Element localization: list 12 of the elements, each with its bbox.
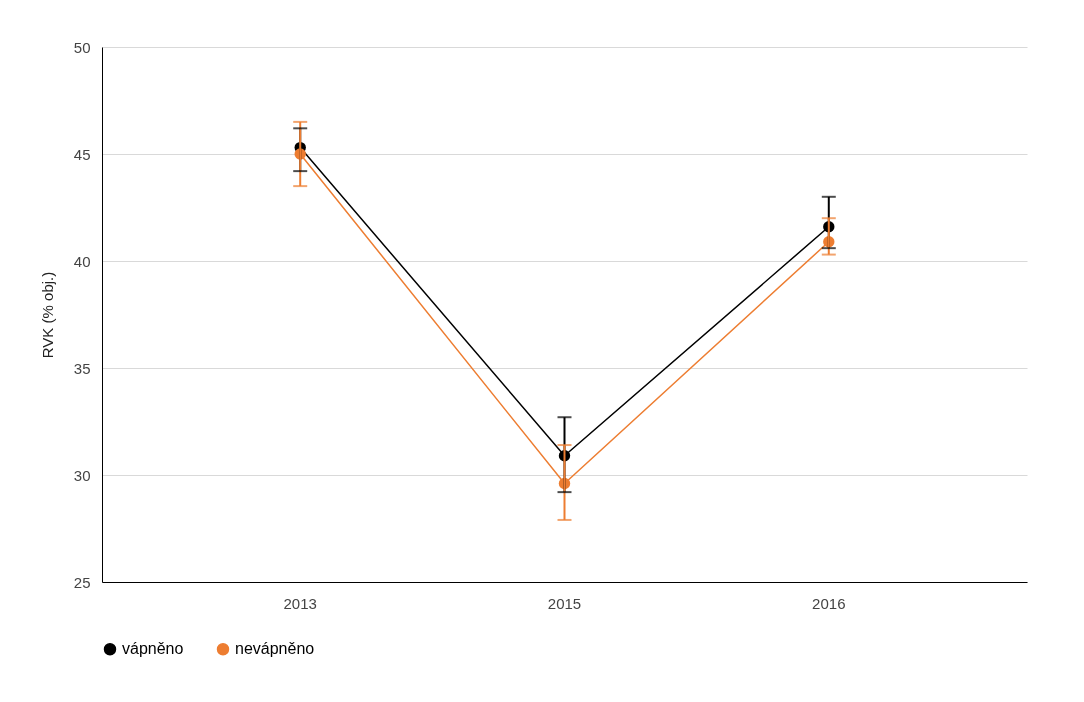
y-tick-label: 30 [73,466,91,484]
y-tick-label: 35 [73,359,91,377]
x-tick-label: 2016 [812,594,846,612]
legend-label: vápněno [122,640,184,658]
legend-label: nevápněno [235,640,315,658]
y-tick-label: 40 [73,252,91,270]
x-tick-label: 2013 [283,594,317,612]
y-axis-title: RVK (% obj.) [38,271,56,359]
y-tick-label: 25 [73,573,91,591]
y-tick-label: 45 [73,145,91,163]
y-tick-label: 50 [73,38,91,56]
x-tick-label: 2015 [547,594,582,612]
